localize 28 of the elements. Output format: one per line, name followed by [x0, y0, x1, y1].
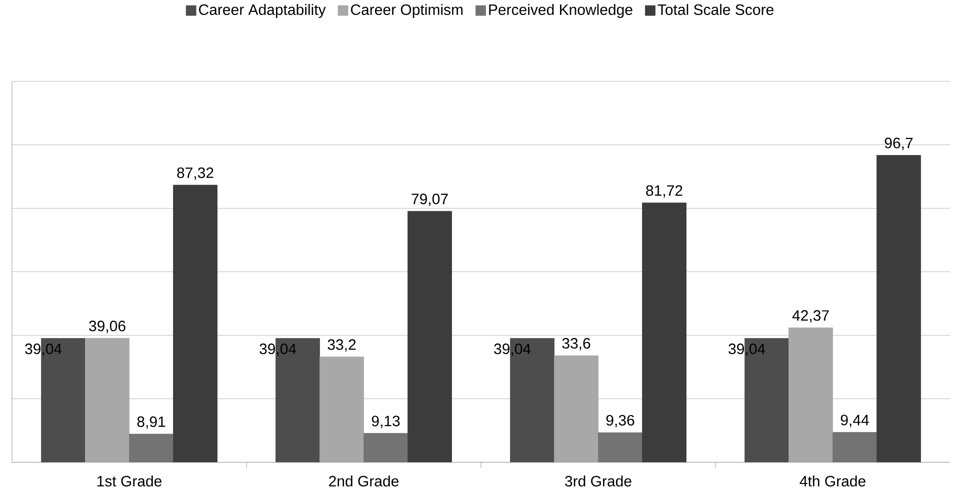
x-tick-label: 3rd Grade — [565, 475, 632, 486]
data-label: 42,37 — [792, 310, 829, 322]
data-label: 8,91 — [137, 416, 166, 429]
data-label: 87,32 — [177, 167, 214, 180]
data-label: 33,2 — [328, 339, 356, 352]
data-label: 81,72 — [646, 185, 682, 198]
bar — [832, 432, 877, 462]
data-label: 33,6 — [562, 338, 590, 350]
legend-label: Career Optimism — [350, 4, 463, 18]
bar — [364, 432, 408, 462]
data-label: 9,36 — [606, 414, 634, 428]
bar — [642, 202, 686, 462]
legend-label: Perceived Knowledge — [489, 4, 632, 18]
data-label: 9,44 — [840, 414, 869, 427]
bar — [408, 210, 452, 462]
data-label: 39,06 — [89, 320, 126, 333]
bar — [876, 154, 921, 462]
x-tick-label: 1st Grade — [97, 475, 162, 486]
data-label: 79,07 — [412, 194, 448, 206]
bar — [173, 184, 218, 462]
data-label: 96,7 — [884, 138, 913, 150]
x-tick-label: 2nd Grade — [329, 475, 399, 486]
bar — [129, 434, 174, 462]
data-label: 9,13 — [372, 416, 400, 428]
legend-label: Total Scale Score — [658, 4, 774, 15]
bar — [598, 432, 642, 462]
legend-label: Career Adaptability — [199, 4, 326, 18]
x-tick-label: 4th Grade — [800, 475, 866, 486]
